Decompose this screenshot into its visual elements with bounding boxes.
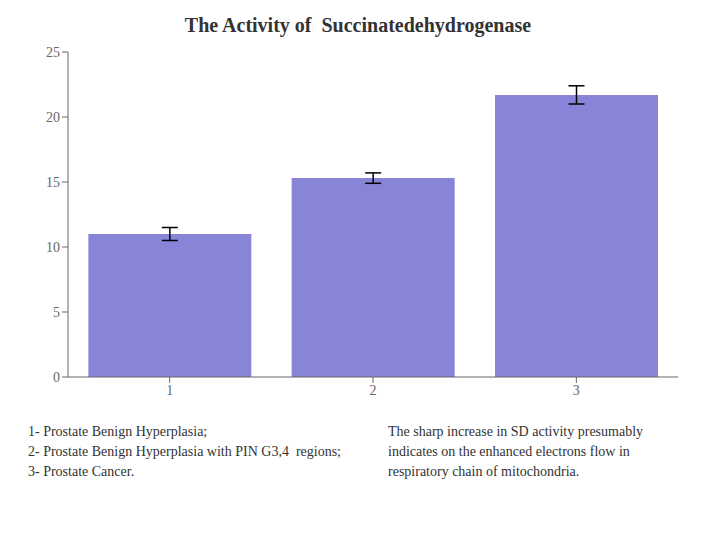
svg-text:10: 10 <box>46 240 60 255</box>
svg-text:20: 20 <box>46 110 60 125</box>
html-text:The Activity of Succinatedehyd: The Activity of Succinatedehydrogenase <box>184 14 532 36</box>
html-text:indicates on the enhanced elec: indicates on the enhanced electrons flow… <box>388 444 630 459</box>
svg-text:2: 2 <box>370 383 377 398</box>
html-text:2- Prostate Benign Hyperplasia: 2- Prostate Benign Hyperplasia with PIN … <box>28 444 341 459</box>
svg-text:15: 15 <box>46 175 60 190</box>
svg-text:25: 25 <box>46 45 60 60</box>
html-text:3- Prostate Cancer.: 3- Prostate Cancer. <box>28 464 135 479</box>
svg-text:0: 0 <box>53 370 60 385</box>
html-text:respiratory chain of mitochond: respiratory chain of mitochondria. <box>388 464 580 479</box>
svg-text:5: 5 <box>53 305 60 320</box>
svg-text:1: 1 <box>166 383 173 398</box>
html-text:The sharp increase in SD activ: The sharp increase in SD activity presum… <box>388 424 643 439</box>
svg-text:3: 3 <box>573 383 580 398</box>
html-text:1- Prostate Benign Hyperplasia: 1- Prostate Benign Hyperplasia; <box>28 424 208 439</box>
